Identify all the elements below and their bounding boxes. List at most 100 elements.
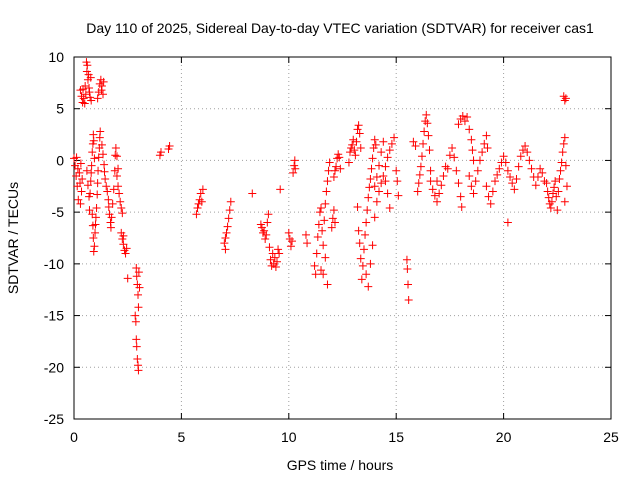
data-point [88,148,97,157]
data-point [364,193,373,202]
data-point [348,140,357,149]
data-point [195,195,204,204]
data-point [355,239,364,248]
data-point [225,206,234,215]
data-point [415,170,424,179]
data-point [359,245,368,254]
data-point [458,111,467,120]
data-point [560,133,569,142]
data-point [259,228,268,237]
data-point [75,168,84,177]
data-point [468,146,477,155]
data-point [441,162,450,171]
data-point [73,164,82,173]
data-point [288,237,297,246]
data-point [430,191,439,200]
data-point [99,77,108,86]
data-point [192,210,201,219]
data-point [108,199,117,208]
data-point [527,164,536,173]
data-point [311,270,320,279]
data-point [85,206,94,215]
data-point [456,192,465,201]
data-point [383,153,392,162]
data-point [193,204,202,213]
data-point [351,151,360,160]
data-point [196,189,205,198]
data-point [322,187,331,196]
data-point [289,168,298,177]
data-point [78,175,87,184]
data-point [89,136,98,145]
data-point [325,158,334,167]
data-point [132,335,141,344]
data-point [330,218,339,227]
data-point [275,249,284,258]
data-point [264,210,273,219]
data-point [367,164,376,173]
data-point [315,208,324,217]
data-point [194,199,203,208]
data-point [469,189,478,198]
data-point [471,177,480,186]
data-point [321,253,330,262]
data-point [372,172,381,181]
data-point [362,270,371,279]
data-point [521,141,530,150]
data-point [98,90,107,99]
x-tick-label: 20 [496,429,512,445]
data-point [133,355,142,364]
data-point [221,234,230,242]
y-tick-label: -20 [44,359,64,375]
data-point [284,228,293,237]
data-point [354,226,363,235]
data-point [493,170,502,179]
data-point [329,172,338,181]
data-point [480,139,489,148]
data-point [516,152,525,161]
data-point [385,204,394,213]
chart-title: Day 110 of 2025, Sidereal Day-to-day VTE… [86,20,594,36]
data-point [561,161,570,170]
data-point [134,268,143,277]
data-point [118,209,127,218]
data-point [102,182,111,191]
data-point [426,166,435,175]
data-point [385,146,394,155]
data-point [424,131,433,140]
data-point [433,197,442,206]
data-point [112,171,121,180]
data-point [465,171,474,180]
data-point [94,153,103,162]
y-tick-label: 10 [48,49,64,65]
data-point [320,216,329,225]
data-point [377,179,386,188]
data-point [260,226,269,235]
data-point [317,266,326,275]
data-point [450,153,459,162]
axis-ticks [73,56,612,420]
data-point [433,177,442,186]
data-point [90,154,99,163]
data-point [76,179,85,188]
data-point [198,185,207,194]
data-point [81,81,90,90]
data-point [356,144,365,153]
data-point [92,204,101,213]
data-point [448,144,457,153]
data-point [533,172,542,181]
data-point [262,230,271,239]
data-point [416,162,425,171]
data-point [413,187,422,196]
data-point [76,159,85,168]
data-point [111,144,120,153]
data-point [119,231,128,240]
data-point [543,187,552,196]
data-point [112,152,121,161]
data-point [452,166,461,175]
data-point [135,283,144,292]
data-point [546,204,555,213]
data-point [538,168,547,177]
data-point [89,234,98,242]
data-point [333,154,342,163]
